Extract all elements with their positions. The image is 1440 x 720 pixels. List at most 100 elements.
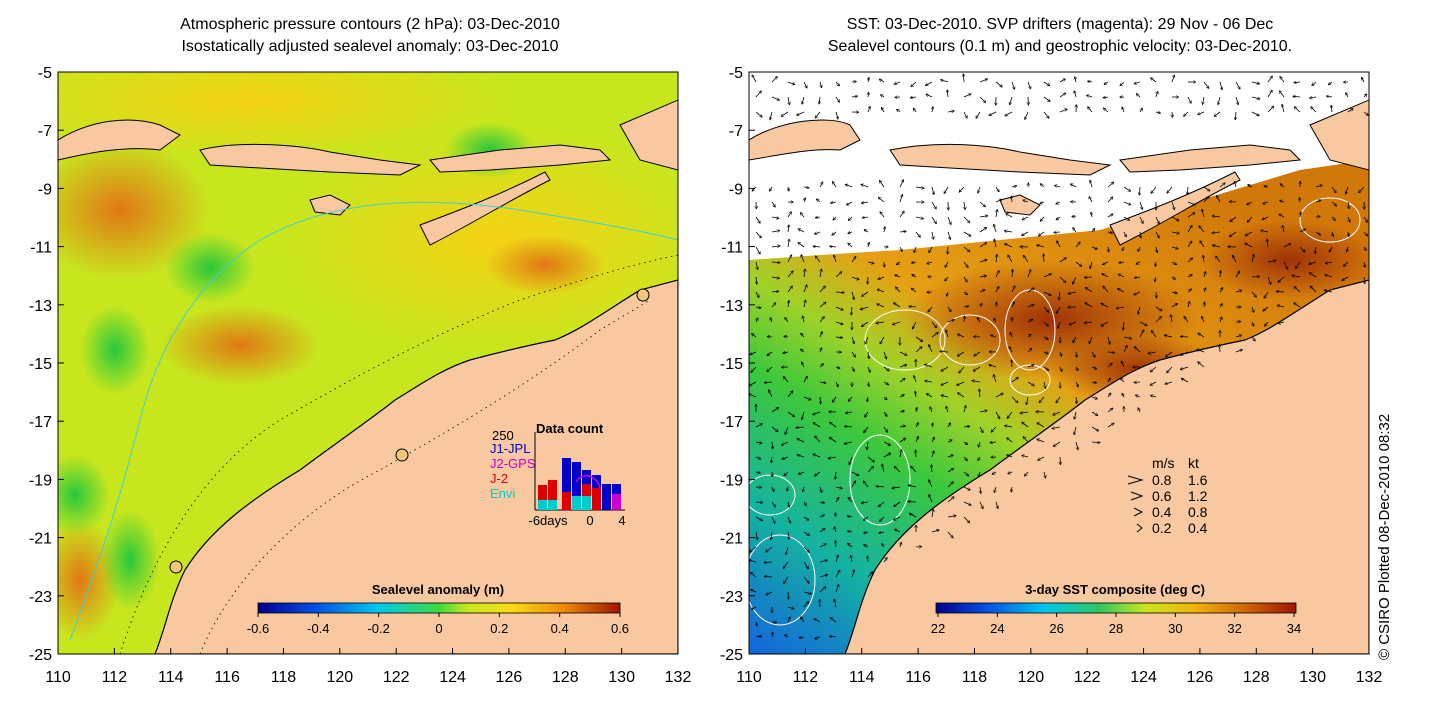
velocity-vector	[1027, 365, 1034, 368]
data-count-xlabel: -6days	[528, 513, 568, 528]
velocity-vector	[771, 501, 775, 507]
velocity-vector	[1119, 262, 1125, 263]
velocity-vector	[1005, 231, 1013, 232]
sla-anomaly-patch	[80, 305, 150, 395]
velocity-vector	[788, 225, 789, 233]
velocity-vector	[1006, 214, 1013, 218]
velocity-vector	[1037, 439, 1045, 443]
velocity-legend-rows: 0.8 1.60.6 1.20.4 0.80.2 0.4	[1127, 472, 1208, 536]
velocity-vector	[1283, 261, 1288, 269]
velocity-vector	[963, 276, 967, 282]
velocity-vector	[785, 318, 789, 323]
velocity-vector	[836, 541, 837, 548]
velocity-vector	[830, 636, 837, 637]
velocity-vector	[1058, 321, 1061, 328]
velocity-vector	[915, 217, 923, 219]
velocity-vector	[899, 426, 905, 427]
velocity-vector	[883, 558, 887, 563]
velocity-vector	[804, 198, 805, 203]
velocity-vector	[1104, 108, 1109, 113]
lon-tick-label: 126	[1187, 669, 1214, 686]
velocity-vector	[945, 276, 949, 281]
lon-tick-label: 130	[1299, 669, 1326, 686]
velocity-vector	[1091, 397, 1097, 399]
velocity-vector	[766, 591, 773, 595]
velocity-vector	[755, 246, 760, 254]
land-timor	[419, 171, 551, 246]
velocity-vector	[1090, 261, 1092, 268]
velocity-vector	[1038, 456, 1045, 460]
velocity-vector	[835, 96, 840, 102]
velocity-vector	[788, 301, 789, 308]
velocity-vector	[947, 216, 951, 224]
lat-tick-label: -11	[721, 240, 743, 257]
lon-tick-label: 132	[665, 669, 692, 686]
velocity-vector	[1187, 226, 1192, 233]
velocity-vector	[1005, 244, 1013, 248]
velocity-vector	[1138, 306, 1141, 314]
velocity-legend-arrow	[1127, 475, 1144, 485]
velocity-vector	[1107, 363, 1112, 368]
velocity-vector	[1363, 94, 1367, 98]
velocity-vector	[1315, 216, 1320, 217]
velocity-vector	[899, 211, 904, 218]
velocity-vector	[801, 255, 805, 263]
velocity-vector	[803, 561, 808, 569]
csiro-credit: © CSIRO Plotted 08-Dec-2010 08:32	[1376, 413, 1393, 660]
velocity-vector	[995, 393, 1003, 398]
velocity-vector	[1220, 304, 1222, 308]
velocity-vector	[1068, 291, 1077, 294]
velocity-vector	[771, 96, 779, 100]
sst-colorbar: 3-day SST composite (deg C) 22 24 26 28 30 32…	[931, 582, 1301, 636]
lat-tick-label: -7	[38, 123, 52, 140]
velocity-vector	[1074, 411, 1076, 419]
velocity-vector	[1264, 291, 1269, 298]
velocity-vector	[1120, 81, 1125, 86]
velocity-vector	[878, 501, 885, 507]
velocity-vector	[1219, 81, 1222, 90]
sla-anomaly-patch	[58, 140, 210, 280]
velocity-vector	[1056, 306, 1061, 314]
velocity-vector	[979, 201, 985, 207]
velocity-vector	[1309, 273, 1317, 278]
lat-tick-label: -7	[729, 123, 743, 140]
velocity-legend-ms: 0.2	[1152, 520, 1172, 536]
velocity-vector	[1247, 216, 1253, 222]
velocity-vector	[963, 456, 967, 461]
velocity-vector	[1043, 96, 1050, 101]
velocity-vector	[958, 393, 965, 398]
velocity-vector	[803, 285, 807, 293]
velocity-vector	[915, 391, 916, 398]
velocity-vector	[832, 182, 837, 188]
velocity-vector	[1171, 232, 1179, 233]
velocity-vector	[947, 497, 954, 503]
velocity-vector	[1203, 96, 1204, 104]
velocity-vector	[835, 555, 838, 563]
velocity-vector	[833, 216, 837, 220]
velocity-vector	[883, 351, 887, 359]
lat-tick-label: -25	[720, 647, 743, 664]
count-bar	[602, 484, 611, 510]
colorbar-tick-label: -0.4	[307, 621, 329, 636]
velocity-vector	[941, 395, 949, 397]
velocity-vector	[1280, 77, 1285, 83]
velocity-vector	[1043, 352, 1048, 354]
velocity-vector	[1261, 231, 1269, 233]
velocity-vector	[1084, 322, 1093, 323]
velocity-vector	[1027, 348, 1032, 353]
velocity-vector	[1107, 232, 1112, 233]
velocity-vector	[1202, 209, 1205, 218]
velocity-vector	[1278, 322, 1285, 323]
velocity-vector	[1171, 201, 1175, 210]
velocity-vector	[851, 291, 854, 300]
velocity-vector	[927, 394, 933, 398]
count-bar	[572, 462, 581, 510]
velocity-vector	[788, 96, 789, 105]
velocity-vector	[1139, 201, 1142, 209]
velocity-vector	[1294, 82, 1301, 83]
lon-tick-label: 118	[962, 669, 988, 686]
velocity-vector	[1136, 262, 1141, 264]
velocity-vector	[798, 471, 805, 474]
velocity-vector	[957, 381, 965, 385]
velocity-vector	[912, 275, 917, 278]
